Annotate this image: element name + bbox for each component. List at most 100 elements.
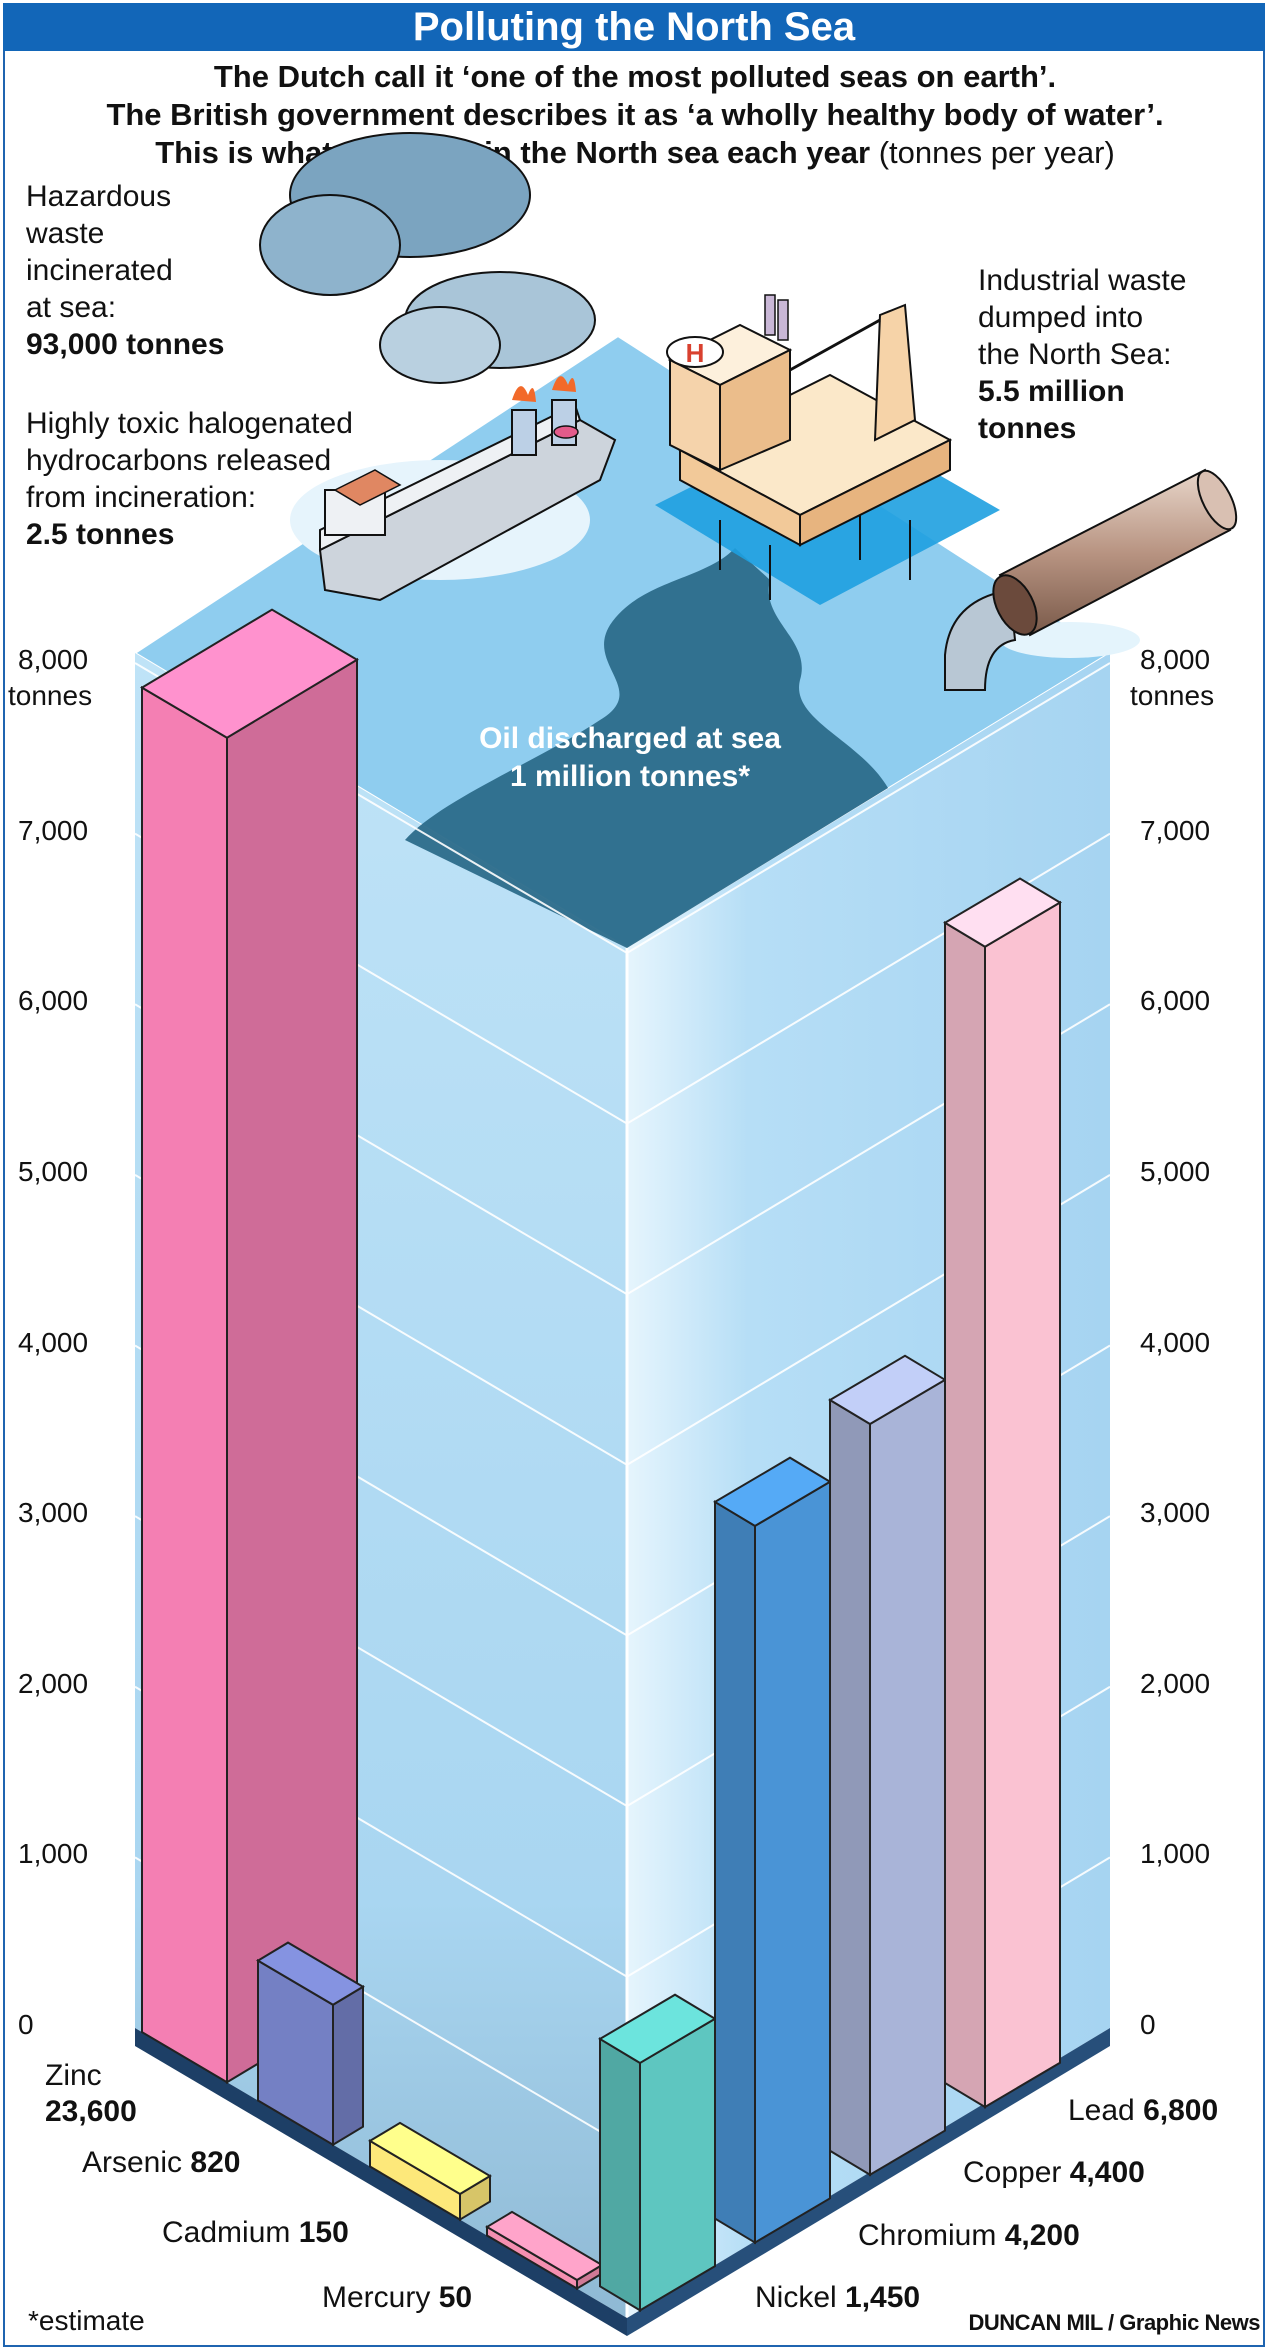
label-mercury-value: 50: [438, 2281, 473, 2314]
toxic-line-3: from incineration:: [26, 481, 257, 514]
bar-front: [984, 900, 1061, 2109]
y-tick-left: 7,000: [18, 814, 89, 846]
toxic-line-1: Highly toxic halogenated: [26, 407, 353, 440]
bar-copper: [828, 1354, 947, 2177]
subtitle-line-3: This is what we dump in the North sea ea…: [20, 134, 1250, 172]
subtitle-line-3-unit: (tonnes per year): [878, 135, 1115, 170]
hazardous-line-1: Hazardous: [26, 180, 172, 213]
bar-top: [713, 1456, 832, 1528]
label-nickel: Nickel 1,450: [755, 2280, 920, 2316]
y-tick-unit-left: tonnes: [8, 680, 93, 711]
y-tick-left: 5,000: [18, 1155, 89, 1187]
label-mercury-name: Mercury: [322, 2281, 431, 2314]
bar-front: [869, 1378, 946, 2177]
bar-chromium: [713, 1456, 832, 2245]
hazardous-line-3: incinerated: [26, 254, 173, 287]
bar-top: [828, 1354, 947, 1426]
oil-rig-illustration: H: [655, 294, 1000, 605]
y-tick-left: 1,000: [18, 1838, 89, 1870]
y-tick-left: 2,000: [18, 1667, 89, 1699]
label-mercury: Mercury 50: [322, 2280, 472, 2316]
svg-text:H: H: [686, 338, 705, 368]
label-copper-name: Copper: [963, 2156, 1062, 2189]
bar-side: [714, 1500, 756, 2245]
footnote: *estimate: [28, 2305, 145, 2336]
label-chromium-name: Chromium: [858, 2219, 997, 2252]
label-arsenic-value: 820: [190, 2146, 241, 2179]
label-chromium-value: 4,200: [1004, 2219, 1080, 2252]
bar-top: [368, 2121, 492, 2196]
bar-cadmium: [368, 2121, 492, 2222]
credit: DUNCAN MIL / Graphic News: [968, 2310, 1261, 2335]
bar-lead: [943, 877, 1062, 2109]
y-tick-right: 0: [1140, 2009, 1156, 2040]
bar-side: [226, 657, 358, 2084]
industrial-line-2: dumped into: [978, 301, 1144, 334]
bar-nickel: [598, 1993, 717, 2313]
hazardous-note: Hazardous waste incinerated at sea: 93,0…: [26, 178, 224, 363]
y-tick-left: 6,000: [18, 985, 89, 1017]
label-chromium: Chromium 4,200: [858, 2218, 1080, 2254]
industrial-value-1: 5.5 million: [978, 375, 1125, 408]
base-left: [135, 2028, 627, 2336]
label-lead: Lead 6,800: [1068, 2093, 1218, 2129]
y-tick-right: 6,000: [1140, 985, 1211, 1017]
industrial-note: Industrial waste dumped into the North S…: [978, 262, 1186, 447]
bar-arsenic: [256, 1941, 365, 2147]
y-tick-right: 4,000: [1140, 1326, 1211, 1358]
oil-line-2: 1 million tonnes*: [509, 760, 751, 793]
page-title: Polluting the North Sea: [3, 3, 1265, 51]
label-lead-value: 6,800: [1143, 2094, 1219, 2127]
y-tick-unit-right: tonnes: [1130, 680, 1215, 711]
hazardous-value: 93,000 tonnes: [26, 328, 225, 361]
bar-front: [639, 2016, 716, 2313]
label-nickel-value: 1,450: [845, 2281, 921, 2314]
bar-side: [599, 2037, 641, 2313]
toxic-note: Highly toxic halogenated hydrocarbons re…: [26, 405, 353, 553]
bar-side: [332, 1985, 364, 2147]
industrial-value-2: tonnes: [978, 412, 1077, 445]
y-tick-left: 0: [18, 2009, 34, 2040]
label-cadmium-value: 150: [298, 2216, 349, 2249]
y-tick-right: 1,000: [1140, 1838, 1211, 1870]
label-arsenic-name: Arsenic: [82, 2146, 183, 2179]
label-copper: Copper 4,400: [963, 2155, 1145, 2191]
hazardous-line-2: waste: [26, 217, 105, 250]
bar-top: [598, 1993, 717, 2065]
y-tick-right: 8,000: [1140, 644, 1211, 675]
bar-zinc: [140, 608, 359, 2084]
y-tick-right: 2,000: [1140, 1667, 1211, 1699]
bar-front: [754, 1479, 831, 2245]
bar-top: [256, 1941, 365, 2006]
label-lead-name: Lead: [1068, 2094, 1135, 2127]
pipe-illustration: [944, 468, 1238, 691]
oil-slick: [405, 548, 888, 948]
y-tick-left: 3,000: [18, 1497, 89, 1529]
bar-side: [944, 920, 986, 2109]
industrial-line-3: the North Sea:: [978, 338, 1172, 371]
toxic-line-2: hydrocarbons released: [26, 444, 332, 477]
hazardous-line-4: at sea:: [26, 291, 117, 324]
oil-line-1: Oil discharged at sea: [479, 722, 781, 755]
label-cadmium: Cadmium 150: [162, 2215, 349, 2251]
y-tick-left: 8,000: [18, 644, 89, 675]
bar-top: [943, 877, 1062, 948]
label-nickel-name: Nickel: [755, 2281, 837, 2314]
y-tick-right: 5,000: [1140, 1155, 1211, 1187]
bar-front: [141, 685, 228, 2084]
bars: [140, 608, 1062, 2313]
label-zinc: Zinc 23,600: [45, 2058, 137, 2130]
label-cadmium-name: Cadmium: [162, 2216, 291, 2249]
label-copper-value: 4,400: [1069, 2156, 1145, 2189]
bar-top: [140, 608, 359, 739]
y-tick-right: 3,000: [1140, 1497, 1211, 1529]
y-tick-right: 7,000: [1140, 814, 1211, 846]
toxic-value: 2.5 tonnes: [26, 518, 175, 551]
ship-illustration: [259, 132, 617, 602]
industrial-line-1: Industrial waste: [978, 264, 1187, 297]
subtitle-line-2: The British government describes it as ‘…: [106, 97, 1164, 132]
label-arsenic: Arsenic 820: [82, 2145, 240, 2181]
y-tick-left: 4,000: [18, 1326, 89, 1358]
bar-side: [829, 1398, 871, 2177]
